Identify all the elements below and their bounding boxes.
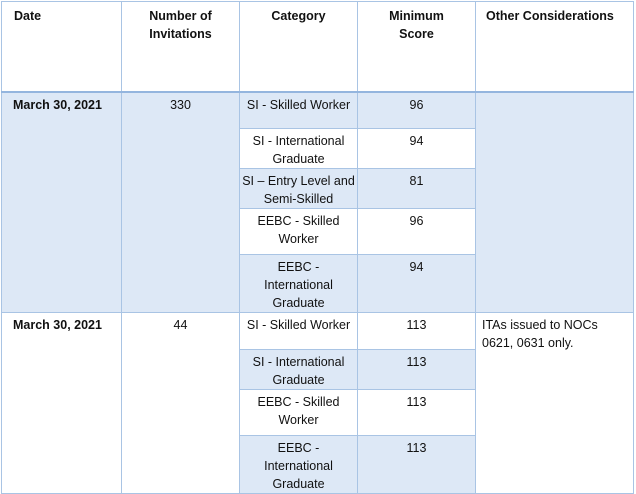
table-row: SI - International Graduate 94 [2,128,634,169]
table-row: March 30, 2021 44 SI - Skilled Worker 11… [1,312,634,494]
score-cell: 113 [357,435,476,494]
category-cell: SI - Skilled Worker [239,90,358,129]
score-cell: 81 [357,168,476,209]
group-other: ITAs issued to NOCs 0621, 0631 only. [475,312,634,494]
header-category: Category [239,1,358,92]
score-cell: 113 [357,312,476,350]
category-cell: EEBC - International Graduate [239,435,358,494]
table-row: SI – Entry Level and Semi-Skilled 81 [2,168,634,209]
group-date: March 30, 2021 [1,312,122,494]
group-invitations: 44 [121,312,240,494]
table-row: EEBC - International Graduate 94 [2,254,634,313]
header-date: Date [1,1,122,92]
category-cell: EEBC - International Graduate [239,254,358,313]
group-date: March 30, 2021 [1,90,122,313]
header-invitations: Number of Invitations [121,1,240,92]
score-cell: 96 [357,208,476,255]
score-cell: 94 [357,254,476,313]
header-row: Date Number of Invitations Category Mini… [1,1,634,92]
category-cell: SI - Skilled Worker [239,312,358,350]
score-cell: 113 [357,349,476,390]
category-cell: EEBC - Skilled Worker [239,208,358,255]
table-row: EEBC - Skilled Worker 96 [2,208,634,255]
score-cell: 96 [357,90,476,129]
category-cell: EEBC - Skilled Worker [239,389,358,436]
table-row: EEBC - Skilled Worker 113 [2,389,634,436]
header-other: Other Considerations [475,1,634,92]
header-invitations-label: Number of Invitations [149,9,212,41]
header-score-label: Minimum Score [389,9,444,41]
group-invitations: 330 [121,90,240,313]
score-cell: 113 [357,389,476,436]
score-cell: 94 [357,128,476,169]
table-row: March 30, 2021 330 SI - Skilled Worker 9… [1,90,634,313]
header-score: Minimum Score [357,1,476,92]
category-cell: SI – Entry Level and Semi-Skilled [239,168,358,209]
category-cell: SI - International Graduate [239,349,358,390]
group-other [475,90,634,313]
category-cell: SI - International Graduate [239,128,358,169]
